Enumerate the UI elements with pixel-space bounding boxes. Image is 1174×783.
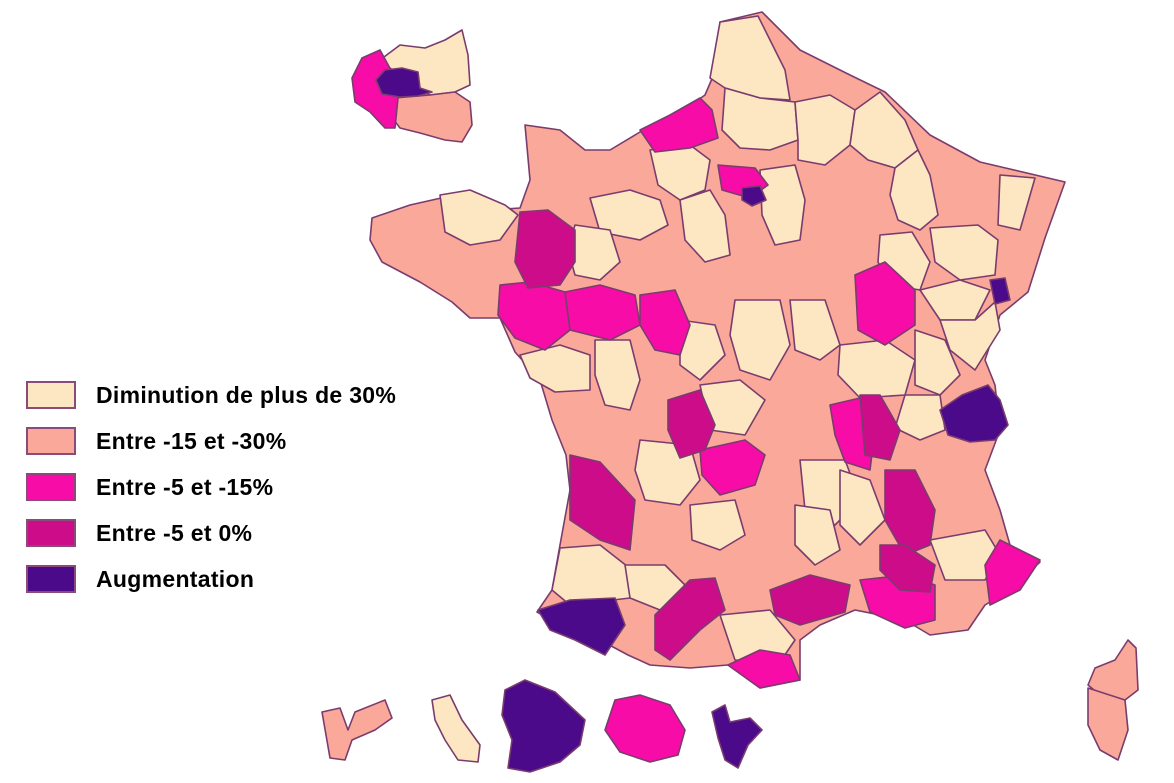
dept-la-reunion (604, 694, 686, 763)
inset-paris (375, 67, 433, 98)
dept-bas-rhin (997, 174, 1036, 231)
dept-haute-savoie-savoie (939, 384, 1009, 443)
legend-label: Augmentation (96, 565, 255, 592)
inset-dept-south (389, 91, 473, 143)
legend-item-augmentation: Augmentation (26, 556, 396, 602)
dept-vienne (594, 339, 641, 411)
dept-pyrenees-atlantiques (537, 597, 626, 656)
dept-vaucluse (879, 544, 936, 593)
dept-corse-du-sud (1087, 687, 1129, 761)
overseas-departments (321, 679, 763, 773)
dept-cher (729, 299, 791, 381)
corsica (1087, 639, 1139, 761)
map-legend: Diminution de plus de 30% Entre -15 et -… (26, 372, 396, 602)
legend-swatch (26, 519, 76, 547)
dept-allier (667, 389, 716, 459)
dept-martinique (431, 694, 481, 763)
dept-territoire-de-belfort (989, 277, 1011, 305)
dept-indre-et-loire (639, 289, 691, 356)
legend-swatch (26, 565, 76, 593)
dept-cotes-darmor (439, 189, 519, 246)
legend-label: Entre -5 et 0% (96, 519, 253, 546)
dept-vendee (519, 344, 591, 393)
dept-vosges (929, 224, 999, 281)
dept-correze (689, 499, 746, 551)
legend-label: Diminution de plus de 30% (96, 381, 397, 408)
dept-mayotte (711, 704, 763, 769)
dept-manche (514, 209, 576, 289)
dept-somme (721, 87, 799, 151)
dept-haute-loire (839, 469, 886, 546)
dept-gironde (569, 454, 636, 551)
legend-swatch (26, 381, 76, 409)
paris-inset (351, 29, 473, 143)
legend-label: Entre -15 et -30% (96, 427, 287, 454)
dept-meuse (889, 149, 939, 231)
dept-isere (859, 394, 901, 461)
dept-cote-dor (854, 261, 916, 346)
dept-loir-et-cher (679, 319, 726, 381)
legend-swatch (26, 427, 76, 455)
dept-eure-et-loir (679, 189, 731, 263)
dept-nievre (789, 299, 841, 361)
legend-swatch (26, 473, 76, 501)
dept-ain (894, 394, 946, 441)
dept-seine-et-marne (759, 164, 806, 246)
dept-paris-petite-couronne (741, 185, 767, 207)
legend-item-5-15: Entre -5 et -15% (26, 464, 396, 510)
dept-haute-saone (919, 279, 991, 321)
dept-drome (884, 469, 936, 556)
legend-label: Entre -5 et -15% (96, 473, 274, 500)
dept-jura (914, 329, 961, 396)
dept-pyrenees-orientales (727, 649, 801, 689)
dept-seine-maritime (639, 97, 719, 153)
legend-item-diminution-30: Diminution de plus de 30% (26, 372, 396, 418)
dept-alpes-maritimes (984, 539, 1041, 606)
dept-lozere (794, 504, 841, 566)
dept-nord (709, 15, 791, 101)
dept-herault (769, 574, 851, 626)
dept-puy-de-dome (699, 439, 766, 496)
dept-aisne (794, 94, 856, 166)
legend-item-15-30: Entre -15 et -30% (26, 418, 396, 464)
dept-guyane (501, 679, 586, 773)
dept-guadeloupe (321, 699, 393, 761)
dept-aude (719, 609, 796, 663)
dept-haute-garonne (654, 577, 726, 661)
legend-item-5-0: Entre -5 et 0% (26, 510, 396, 556)
mainland-france (369, 11, 1066, 689)
